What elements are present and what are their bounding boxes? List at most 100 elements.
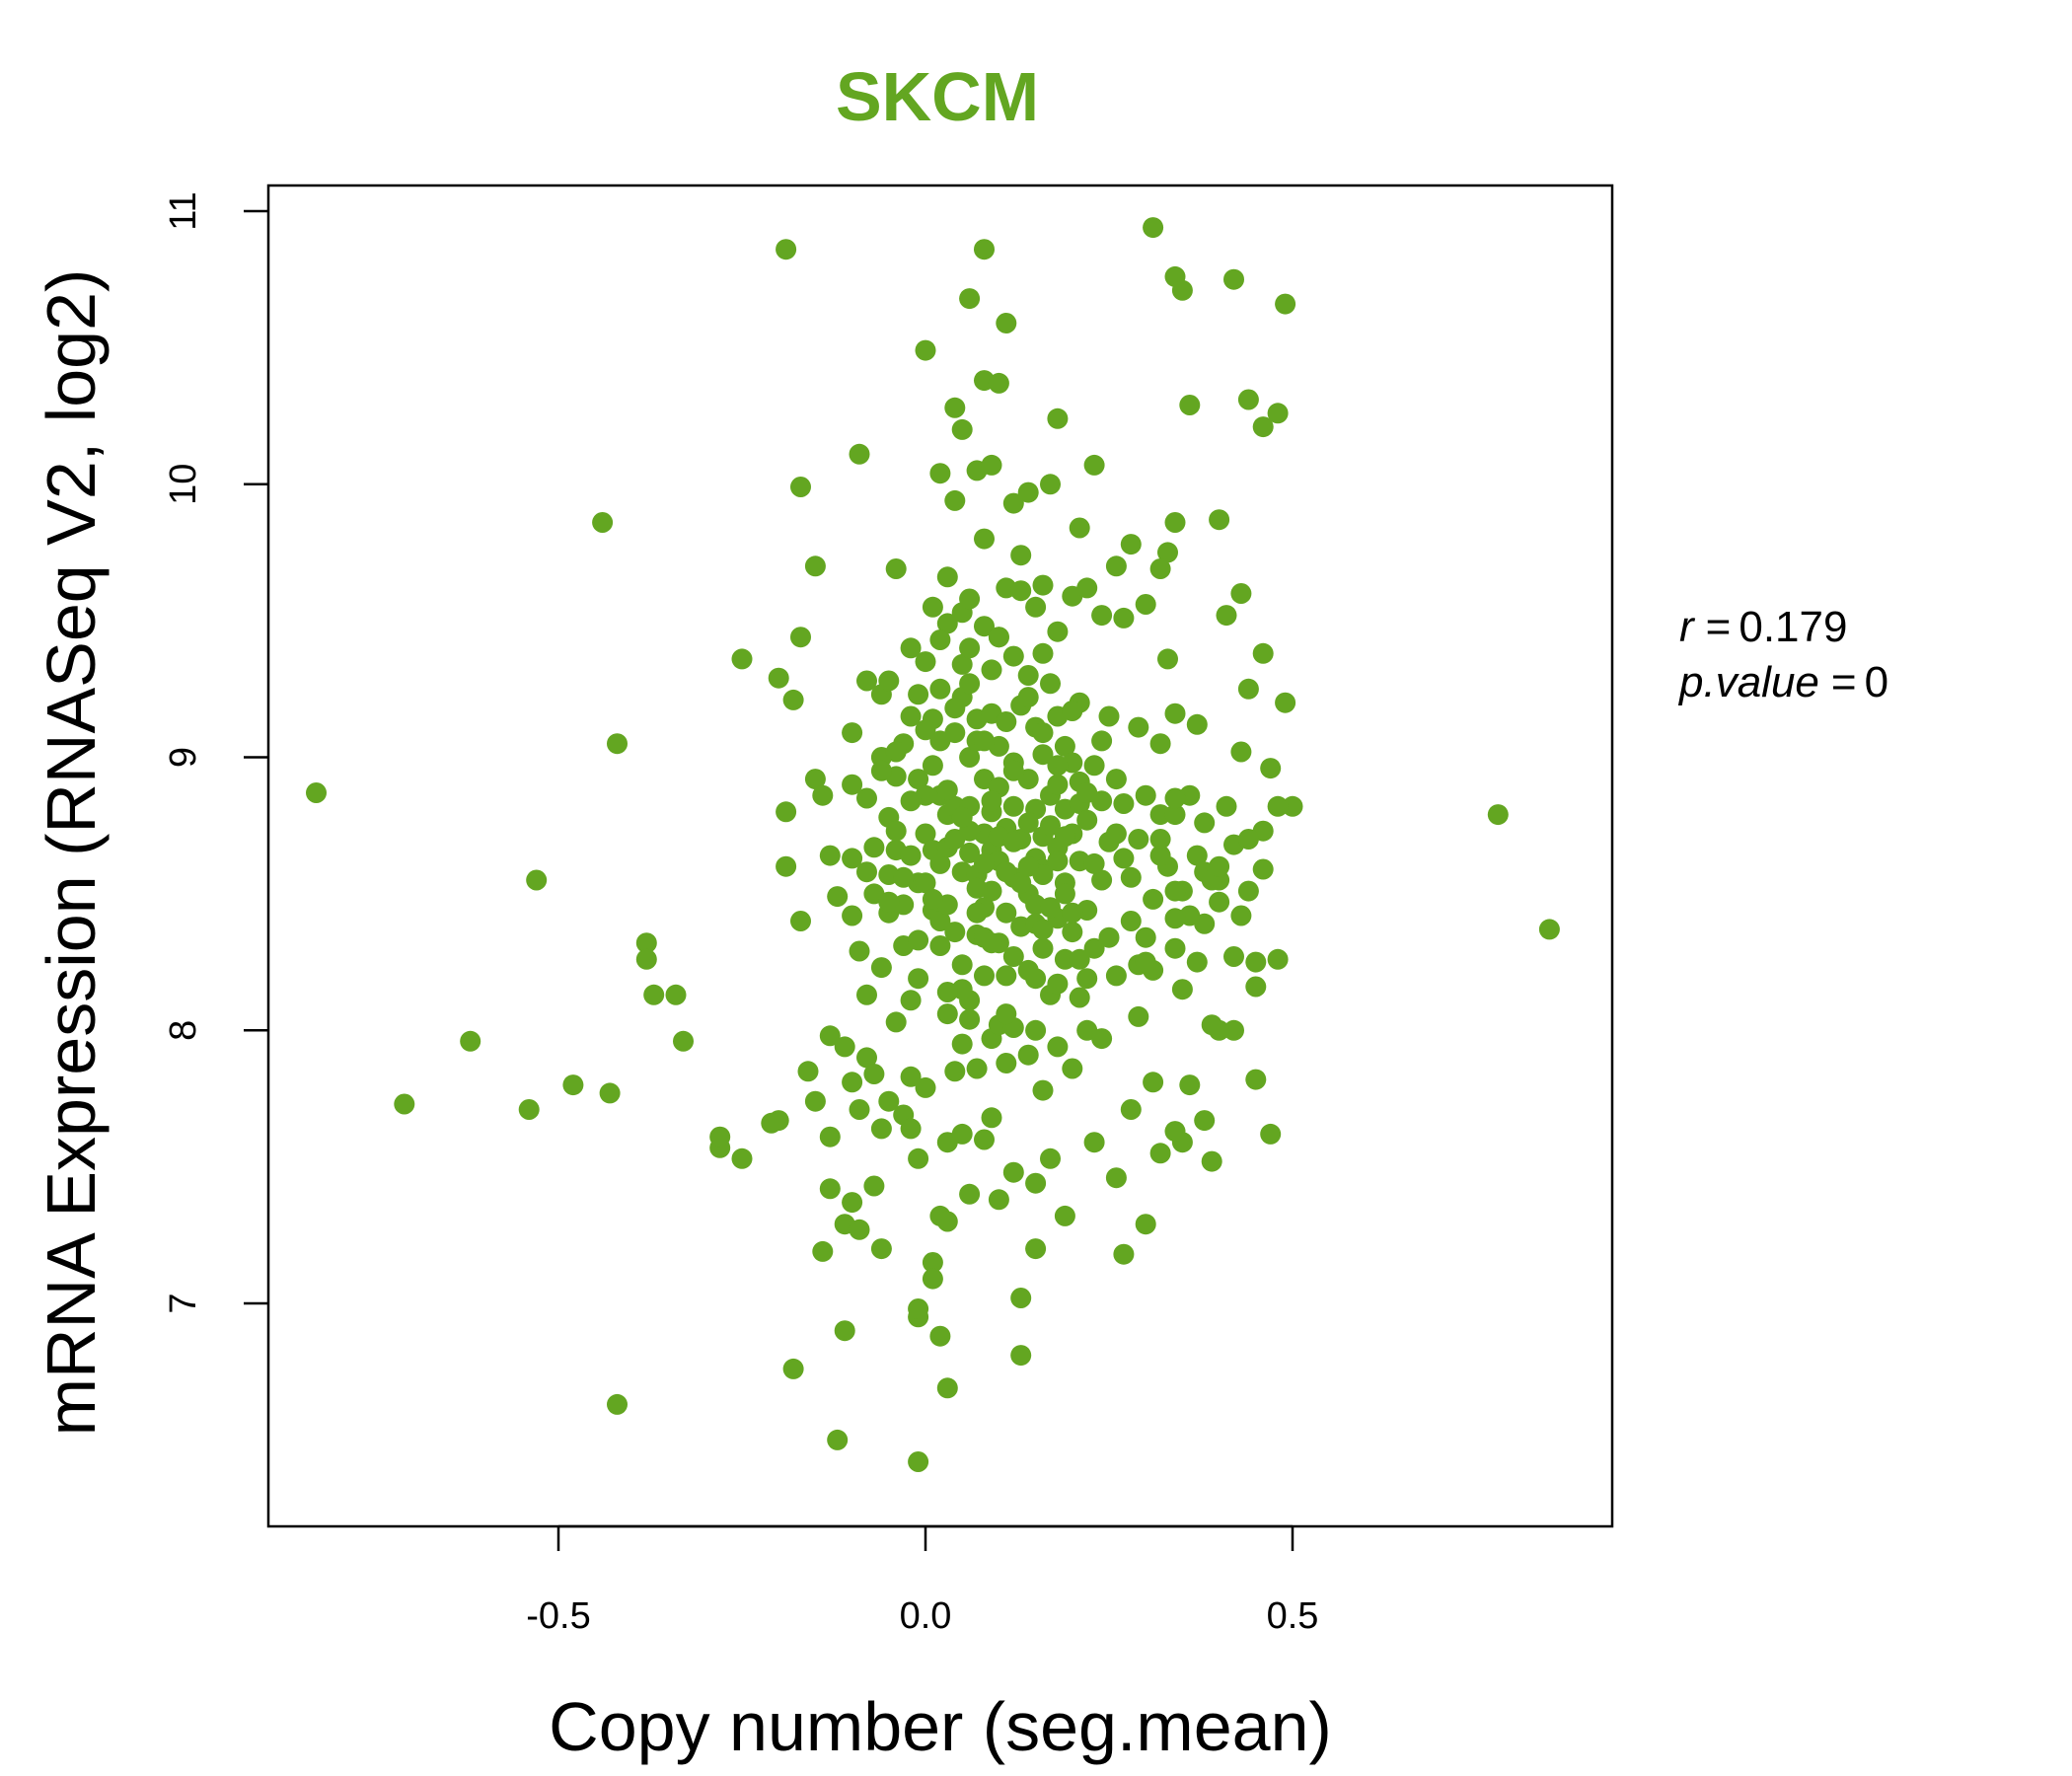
data-point xyxy=(981,454,1002,476)
data-point xyxy=(1209,891,1230,913)
data-point xyxy=(842,774,863,795)
data-point xyxy=(856,670,877,692)
data-point xyxy=(951,1033,973,1055)
data-point xyxy=(1017,1044,1039,1066)
data-point xyxy=(607,1393,628,1415)
data-point xyxy=(1237,389,1259,410)
data-point xyxy=(1275,692,1296,713)
data-point xyxy=(981,790,1002,812)
data-point xyxy=(782,689,804,710)
y-tick-label: 11 xyxy=(163,191,204,230)
data-point xyxy=(1209,509,1230,531)
data-point xyxy=(1032,722,1054,744)
data-point xyxy=(922,596,943,618)
data-point xyxy=(842,1192,863,1214)
data-point xyxy=(1223,268,1244,290)
data-point xyxy=(1091,1028,1113,1050)
data-point xyxy=(768,667,789,689)
data-point xyxy=(885,820,907,842)
data-point xyxy=(974,528,995,550)
data-point xyxy=(929,852,951,874)
data-point xyxy=(1237,678,1259,700)
data-point xyxy=(915,651,936,673)
data-point xyxy=(878,670,900,692)
data-point xyxy=(929,463,951,484)
data-point xyxy=(900,1118,922,1140)
data-point xyxy=(974,730,995,752)
data-point xyxy=(959,588,981,610)
data-point xyxy=(959,1008,981,1030)
data-point xyxy=(878,891,900,913)
data-point xyxy=(1062,701,1083,721)
data-point xyxy=(966,902,988,924)
data-point xyxy=(1040,1147,1061,1169)
data-point xyxy=(900,1066,922,1087)
data-point xyxy=(804,555,826,577)
data-point xyxy=(827,1429,849,1450)
data-points xyxy=(306,217,1560,1472)
data-point xyxy=(863,1175,885,1197)
data-point xyxy=(1010,580,1032,602)
data-point xyxy=(1002,795,1024,817)
data-point xyxy=(922,1268,943,1290)
data-point xyxy=(592,512,614,533)
x-tick-label: 0.5 xyxy=(1267,1595,1319,1637)
data-point xyxy=(936,982,958,1002)
data-point xyxy=(951,806,973,828)
data-point xyxy=(915,719,936,741)
data-point xyxy=(1157,542,1178,563)
data-point xyxy=(1135,1214,1156,1235)
data-point xyxy=(936,1003,958,1025)
data-point xyxy=(1245,1069,1267,1090)
data-point xyxy=(842,1072,863,1093)
data-point xyxy=(900,990,922,1011)
data-point xyxy=(834,1320,855,1342)
p-label: p.value xyxy=(1677,658,1819,706)
data-point xyxy=(951,653,973,675)
data-point xyxy=(790,477,811,497)
data-point xyxy=(842,722,863,744)
data-point xyxy=(922,1252,943,1273)
data-point xyxy=(1179,1074,1201,1096)
data-point xyxy=(944,489,966,511)
data-point xyxy=(1230,583,1252,604)
data-point xyxy=(562,1074,584,1096)
data-point xyxy=(1010,545,1032,566)
data-point xyxy=(885,558,907,579)
data-point xyxy=(1040,897,1061,919)
y-tick-label: 9 xyxy=(163,747,204,768)
data-point xyxy=(996,965,1017,987)
data-point xyxy=(974,1129,995,1150)
data-point xyxy=(1105,965,1127,987)
data-point xyxy=(966,877,988,899)
data-point xyxy=(915,823,936,845)
data-point xyxy=(1260,758,1282,779)
data-point xyxy=(856,787,877,809)
data-point xyxy=(1186,951,1208,973)
data-point xyxy=(790,911,811,931)
data-point xyxy=(1032,1079,1054,1101)
data-point xyxy=(1164,908,1186,929)
data-point xyxy=(804,769,826,790)
data-point xyxy=(1047,407,1069,429)
data-point xyxy=(944,698,966,719)
data-point xyxy=(1040,474,1061,495)
data-point xyxy=(1105,1167,1127,1189)
data-point xyxy=(1047,774,1069,795)
chart-title: SKCM xyxy=(836,58,1039,135)
r-value: 0.179 xyxy=(1739,603,1847,651)
data-point xyxy=(1538,919,1560,940)
data-point xyxy=(1209,1019,1230,1041)
data-point xyxy=(929,935,951,956)
data-point xyxy=(856,1047,877,1069)
data-point xyxy=(936,779,958,801)
data-point xyxy=(922,755,943,777)
x-axis-label: Copy number (seg.mean) xyxy=(549,1688,1332,1765)
data-point xyxy=(1120,1099,1142,1120)
data-point xyxy=(827,886,849,908)
data-point xyxy=(981,659,1002,681)
data-point xyxy=(1179,395,1201,415)
data-point xyxy=(526,869,548,891)
data-point xyxy=(1017,665,1039,686)
data-point xyxy=(1120,866,1142,888)
